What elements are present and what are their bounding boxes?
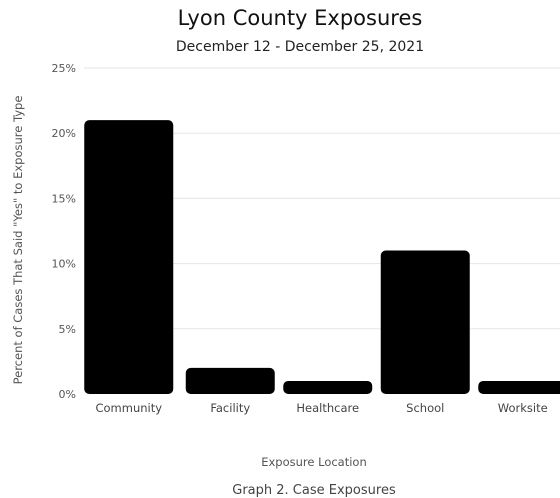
bar-facility bbox=[185, 367, 275, 394]
x-tick-label: Community bbox=[95, 401, 162, 415]
x-axis-title: Exposure Location bbox=[261, 455, 367, 469]
y-tick-label: 25% bbox=[52, 62, 76, 75]
chart-caption: Graph 2. Case Exposures bbox=[232, 483, 396, 498]
x-tick-label: Healthcare bbox=[296, 401, 359, 415]
chart-subtitle: December 12 - December 25, 2021 bbox=[176, 39, 424, 55]
bar-school bbox=[380, 250, 470, 394]
y-tick-label: 20% bbox=[52, 127, 76, 140]
x-tick-label: School bbox=[406, 401, 444, 415]
y-tick-label: 0% bbox=[59, 388, 76, 401]
y-axis-ticks: 0% 5% 10% 15% 20% 25% bbox=[52, 62, 76, 401]
bar-healthcare bbox=[283, 380, 373, 394]
bar-community bbox=[84, 120, 174, 394]
x-tick-label: Worksite bbox=[498, 401, 548, 415]
y-tick-label: 10% bbox=[52, 258, 76, 271]
chart-title: Lyon County Exposures bbox=[178, 6, 423, 30]
y-tick-label: 5% bbox=[59, 323, 76, 336]
bar-worksite bbox=[478, 380, 560, 394]
y-axis-title: Percent of Cases That Said "Yes" to Expo… bbox=[11, 96, 25, 385]
x-axis-ticks: Community Facility Healthcare School Worksit… bbox=[95, 401, 547, 415]
x-tick-label: Facility bbox=[210, 401, 250, 415]
y-tick-label: 15% bbox=[52, 192, 76, 205]
bars bbox=[84, 120, 560, 394]
